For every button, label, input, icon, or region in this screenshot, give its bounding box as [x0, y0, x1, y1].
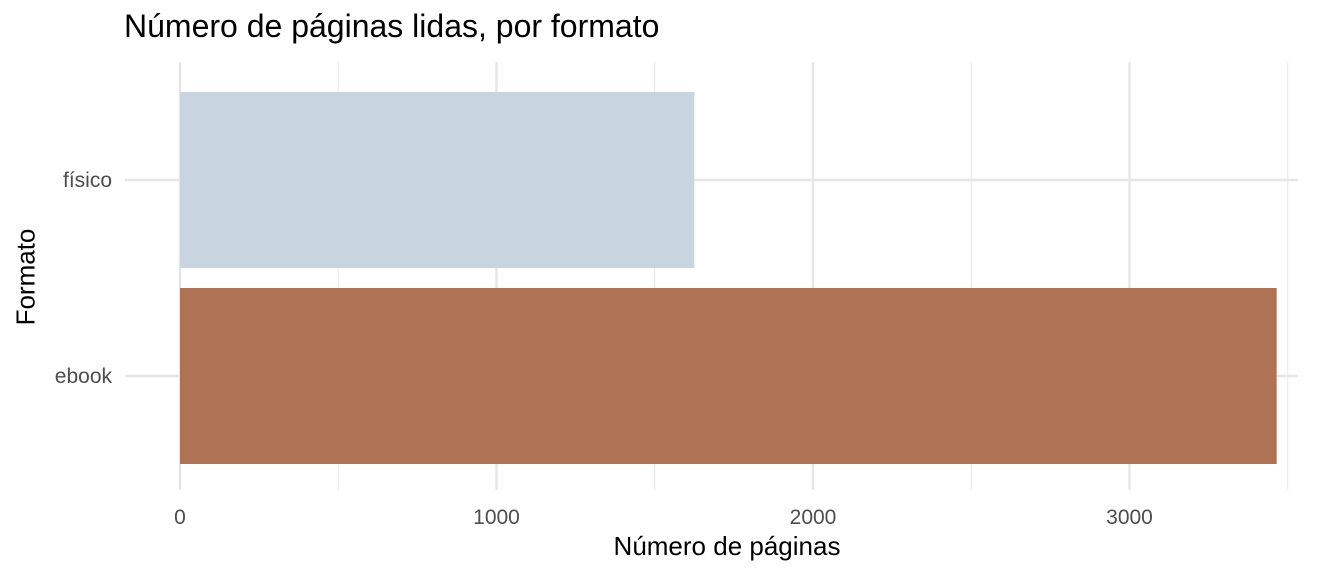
- y-tick-label: ebook: [55, 365, 113, 388]
- bar-físico: [180, 92, 694, 268]
- x-tick-label: 1000: [473, 506, 520, 529]
- x-tick-label: 3000: [1106, 506, 1153, 529]
- x-tick-label: 0: [174, 506, 186, 529]
- bars: [180, 92, 1277, 464]
- x-tick-label: 2000: [790, 506, 837, 529]
- y-axis-title: Formato: [11, 229, 42, 326]
- bar-ebook: [180, 288, 1277, 464]
- x-axis-title: Número de páginas: [614, 531, 841, 562]
- y-tick-label: físico: [63, 169, 112, 192]
